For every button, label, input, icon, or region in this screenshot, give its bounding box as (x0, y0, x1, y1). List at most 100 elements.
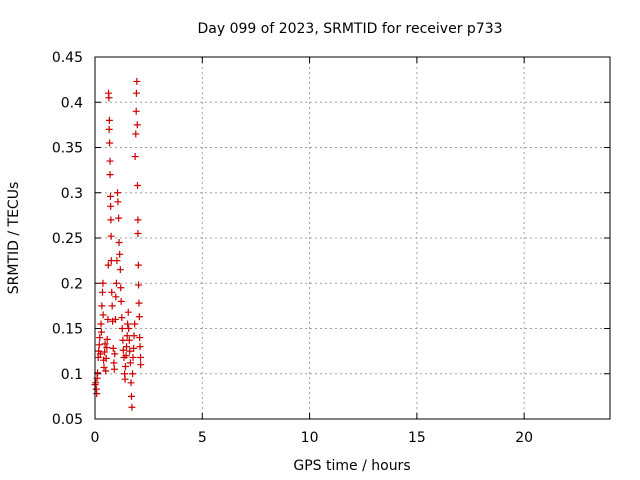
data-point (128, 403, 136, 411)
data-point (103, 335, 111, 343)
x-tick-label: 15 (408, 430, 426, 446)
y-tick-label: 0.25 (52, 231, 83, 247)
data-point (129, 353, 137, 361)
data-point (99, 311, 107, 319)
data-point (107, 216, 115, 224)
data-point (115, 214, 123, 222)
data-point (134, 229, 142, 237)
data-point (93, 390, 101, 398)
y-tick-label: 0.4 (61, 95, 83, 111)
data-point (126, 347, 134, 355)
data-point (129, 370, 137, 378)
data-point (99, 279, 107, 287)
data-point (106, 157, 114, 165)
data-point (122, 352, 130, 360)
data-point (135, 299, 143, 307)
data-point (118, 325, 126, 332)
data-point (109, 344, 117, 352)
data-point (108, 288, 116, 296)
data-point (133, 121, 141, 129)
data-point (135, 281, 143, 289)
data-point (118, 314, 126, 322)
data-point (110, 365, 118, 373)
data-point (135, 313, 143, 321)
data-point (116, 266, 124, 274)
x-axis-label: GPS time / hours (293, 458, 410, 474)
data-point (119, 346, 127, 354)
x-tick-label: 10 (301, 430, 319, 446)
data-point (99, 288, 107, 296)
data-point (96, 350, 104, 358)
data-point (119, 336, 127, 344)
data-point (101, 348, 109, 356)
data-point (104, 261, 112, 269)
data-point (107, 202, 115, 210)
data-point (117, 297, 125, 305)
data-point (136, 353, 144, 361)
data-point (121, 363, 129, 371)
data-point (110, 359, 118, 367)
data-point (131, 153, 139, 161)
data-point (130, 344, 138, 352)
data-point (116, 250, 124, 258)
data-point (137, 361, 145, 369)
data-point (132, 107, 140, 115)
data-point (102, 367, 110, 375)
data-point (104, 315, 112, 323)
data-point (125, 336, 133, 344)
data-point (121, 375, 129, 383)
data-point (124, 320, 132, 328)
data-point (105, 94, 113, 102)
data-point (96, 334, 104, 342)
data-point (114, 198, 122, 206)
data-point (107, 232, 115, 240)
data-point (125, 325, 133, 332)
data-point (103, 344, 111, 352)
data-point (134, 261, 142, 269)
x-tick-label: 20 (515, 430, 533, 446)
data-point (134, 216, 142, 224)
data-point (97, 328, 105, 336)
data-point (102, 354, 110, 362)
data-point (106, 171, 114, 179)
data-point (94, 353, 102, 361)
data-point (131, 320, 139, 328)
data-point (105, 125, 113, 133)
data-point (101, 340, 109, 348)
x-tick-label: 5 (198, 430, 207, 446)
data-point (108, 302, 116, 310)
data-point (112, 279, 120, 287)
data-point (97, 320, 105, 328)
plot-frame (94, 56, 611, 420)
axis-ticks: 0 5 10 15 20 0.05 0.1 0.15 0.2 0.25 0.3 0.35 0.4 0.45 (52, 50, 610, 446)
data-point (100, 363, 108, 371)
data-point (124, 308, 132, 316)
data-point (133, 77, 141, 85)
y-tick-label: 0.45 (52, 50, 83, 66)
data-point (114, 189, 122, 197)
data-point (133, 182, 141, 190)
data-point (127, 379, 135, 387)
data-point (111, 315, 119, 323)
data-point (117, 284, 125, 292)
data-point (123, 343, 131, 351)
y-tick-label: 0.35 (52, 141, 83, 157)
data-point (111, 350, 119, 358)
data-points (91, 77, 145, 411)
data-point (95, 341, 103, 349)
data-point (132, 130, 140, 138)
y-tick-label: 0.05 (52, 412, 83, 428)
data-point (98, 302, 106, 310)
data-point (136, 334, 144, 342)
data-point (132, 89, 140, 97)
grid-lines (95, 57, 610, 419)
data-point (136, 343, 144, 351)
y-tick-label: 0.1 (61, 367, 83, 383)
data-point (115, 239, 123, 247)
data-point (105, 116, 113, 124)
y-tick-label: 0.3 (61, 186, 83, 202)
data-point (123, 332, 131, 340)
data-point (126, 359, 134, 367)
data-point (113, 257, 121, 265)
